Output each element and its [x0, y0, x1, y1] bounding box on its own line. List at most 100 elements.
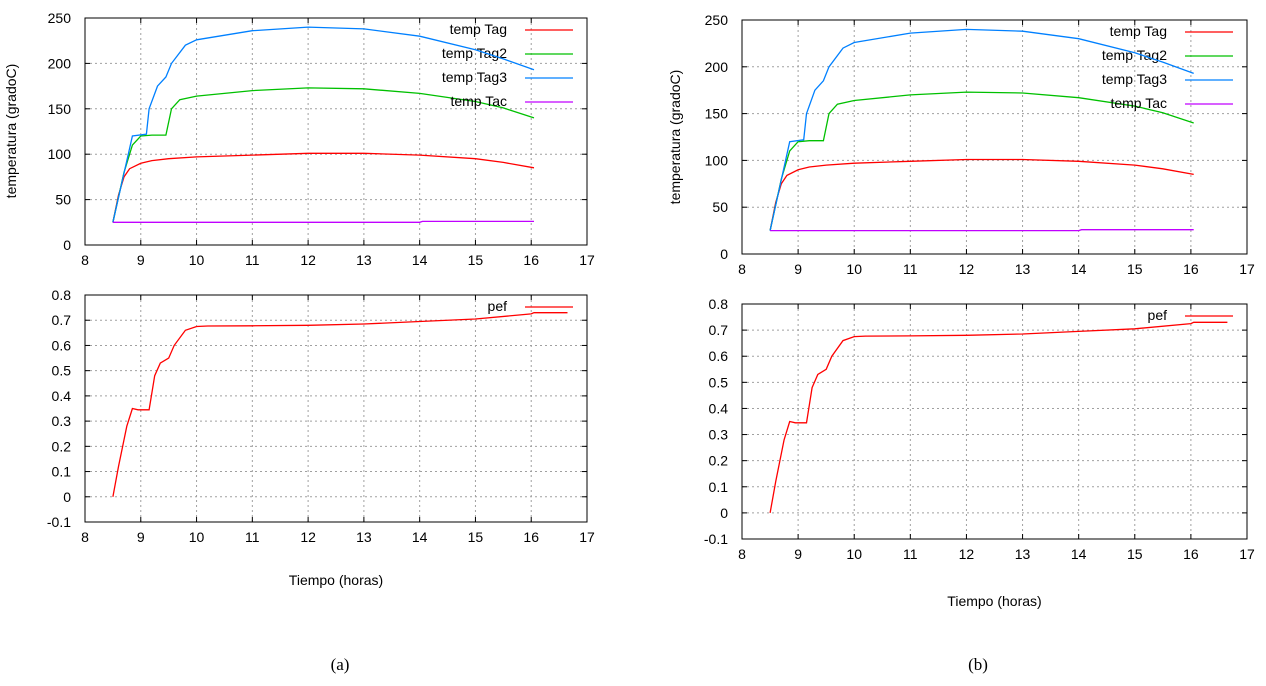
a-temperature-legend-label: temp Tac — [450, 93, 507, 109]
b-temperature-y-tick-label: 0 — [720, 246, 728, 262]
b-pef-series-pef — [769, 321, 1228, 514]
b-temperature-y-axis-label: temperatura (gradoC) — [667, 70, 683, 205]
a-temperature-x-tick-label: 17 — [579, 252, 595, 268]
b-temperature-series-temp-tag — [769, 158, 1194, 231]
b-temperature-x-tick-label: 9 — [794, 261, 802, 277]
a-temperature-x-tick-label: 14 — [412, 252, 428, 268]
a-temperature-x-tick-label: 12 — [300, 252, 316, 268]
b-pef-x-tick-label: 17 — [1239, 546, 1255, 562]
b-temperature-legend-label: temp Tag2 — [1102, 47, 1167, 63]
b-temperature-x-tick-label: 8 — [738, 261, 746, 277]
b-temperature-x-tick-label: 13 — [1015, 261, 1031, 277]
b-pef-x-tick-label: 14 — [1071, 546, 1087, 562]
a-temperature-x-tick-label: 8 — [81, 252, 89, 268]
b-pef-y-tick-label: 0.5 — [709, 374, 729, 390]
b-pef-x-tick-label: 12 — [959, 546, 975, 562]
a-pef-x-tick-label: 14 — [412, 529, 428, 545]
a-temperature-x-tick-label: 16 — [523, 252, 539, 268]
b-pef-x-tick-label: 13 — [1015, 546, 1031, 562]
caption-b: (b) — [968, 655, 988, 674]
b-temperature-y-tick-label: 150 — [705, 106, 729, 122]
caption-a: (a) — [331, 655, 350, 674]
a-pef-y-tick-label: 0.3 — [52, 413, 72, 429]
a-temperature-series-temp-tag — [112, 152, 535, 223]
a-pef-x-tick-label: 17 — [579, 529, 595, 545]
b-pef-y-tick-label: 0.2 — [709, 453, 729, 469]
b-pef-y-tick-label: 0.3 — [709, 427, 729, 443]
b-pef-y-tick-label: 0.4 — [709, 400, 729, 416]
a-pef-y-tick-label: 0.8 — [52, 287, 72, 303]
a-pef-y-tick-label: 0.7 — [52, 312, 72, 328]
a-temperature-y-tick-label: 150 — [48, 101, 72, 117]
a-temperature-series-temp-tag3 — [112, 26, 535, 223]
a-pef-x-tick-label: 11 — [245, 529, 260, 545]
b-temperature-x-tick-label: 12 — [959, 261, 975, 277]
a-temperature-plot-frame — [84, 17, 588, 246]
a-pef-x-tick-label: 10 — [189, 529, 205, 545]
b-temperature-y-tick-label: 100 — [705, 152, 729, 168]
b-temperature-legend-label: temp Tac — [1110, 95, 1167, 111]
a-pef-x-axis-label: Tiempo (horas) — [289, 572, 383, 588]
a-temperature-y-tick-label: 0 — [63, 237, 71, 253]
b-pef-x-tick-label: 16 — [1183, 546, 1199, 562]
b-temperature-y-tick-label: 250 — [705, 12, 729, 28]
a-temperature-legend-label: temp Tag2 — [442, 45, 507, 61]
b-temperature-x-tick-label: 15 — [1127, 261, 1143, 277]
a-pef-y-tick-label: 0.2 — [52, 438, 72, 454]
b-temperature-series-temp-tag2 — [769, 91, 1194, 231]
a-temperature-x-tick-label: 11 — [245, 252, 260, 268]
b-temperature-legend-label: temp Tag3 — [1102, 71, 1167, 87]
a-temperature-y-tick-label: 250 — [48, 10, 72, 26]
b-pef-y-tick-label: 0.1 — [709, 479, 729, 495]
b-temperature-y-tick-label: 200 — [705, 59, 729, 75]
b-pef-y-tick-label: 0.7 — [709, 322, 729, 338]
b-temperature-legend-label: temp Tag — [1110, 23, 1167, 39]
a-pef-y-tick-label: 0.6 — [52, 337, 72, 353]
b-pef-x-tick-label: 10 — [846, 546, 862, 562]
a-pef-y-tick-label: 0.4 — [52, 388, 72, 404]
b-temperature-plot-frame — [741, 19, 1248, 255]
a-pef-y-tick-label: -0.1 — [47, 514, 71, 530]
b-pef-x-tick-label: 11 — [903, 546, 918, 562]
a-temperature-x-tick-label: 15 — [468, 252, 484, 268]
a-pef-y-tick-label: 0.1 — [52, 464, 72, 480]
a-pef-x-tick-label: 8 — [81, 529, 89, 545]
a-pef-y-tick-label: 0 — [63, 489, 71, 505]
b-pef-legend-label: pef — [1148, 307, 1168, 323]
b-pef-x-tick-label: 9 — [794, 546, 802, 562]
b-pef-y-tick-label: 0.8 — [709, 296, 729, 312]
b-pef-y-tick-label: -0.1 — [704, 531, 728, 547]
b-pef-x-axis-label: Tiempo (horas) — [947, 593, 1041, 609]
a-pef-plot-frame — [84, 294, 588, 523]
b-temperature-x-tick-label: 16 — [1183, 261, 1199, 277]
a-temperature-y-tick-label: 100 — [48, 146, 72, 162]
a-temperature-y-tick-label: 200 — [48, 55, 72, 71]
a-temperature-x-tick-label: 9 — [137, 252, 145, 268]
a-temperature-series-temp-tag2 — [112, 87, 535, 223]
b-pef-y-tick-label: 0.6 — [709, 348, 729, 364]
b-pef-plot-frame — [741, 303, 1248, 540]
a-temperature-y-tick-label: 50 — [55, 192, 71, 208]
a-temperature-series-temp-tac — [112, 220, 534, 223]
a-pef-x-tick-label: 9 — [137, 529, 145, 545]
a-temperature-x-tick-label: 13 — [356, 252, 372, 268]
a-temperature-y-axis-label: temperatura (gradoC) — [3, 64, 19, 199]
b-temperature-x-tick-label: 11 — [903, 261, 918, 277]
a-pef-legend-label: pef — [488, 298, 508, 314]
b-temperature-x-tick-label: 14 — [1071, 261, 1087, 277]
a-pef-y-tick-label: 0.5 — [52, 363, 72, 379]
b-temperature-series-temp-tag3 — [769, 28, 1194, 231]
a-pef-x-tick-label: 12 — [300, 529, 316, 545]
b-temperature-series-temp-tac — [770, 229, 1194, 232]
a-pef-series-pef — [112, 312, 568, 497]
a-temperature-legend-label: temp Tag3 — [442, 69, 507, 85]
a-temperature-x-tick-label: 10 — [189, 252, 205, 268]
b-pef-x-tick-label: 8 — [738, 546, 746, 562]
a-pef-x-tick-label: 13 — [356, 529, 372, 545]
b-temperature-x-tick-label: 17 — [1239, 261, 1255, 277]
b-pef-y-tick-label: 0 — [720, 505, 728, 521]
b-temperature-x-tick-label: 10 — [846, 261, 862, 277]
a-pef-x-tick-label: 15 — [468, 529, 484, 545]
b-pef-x-tick-label: 15 — [1127, 546, 1143, 562]
